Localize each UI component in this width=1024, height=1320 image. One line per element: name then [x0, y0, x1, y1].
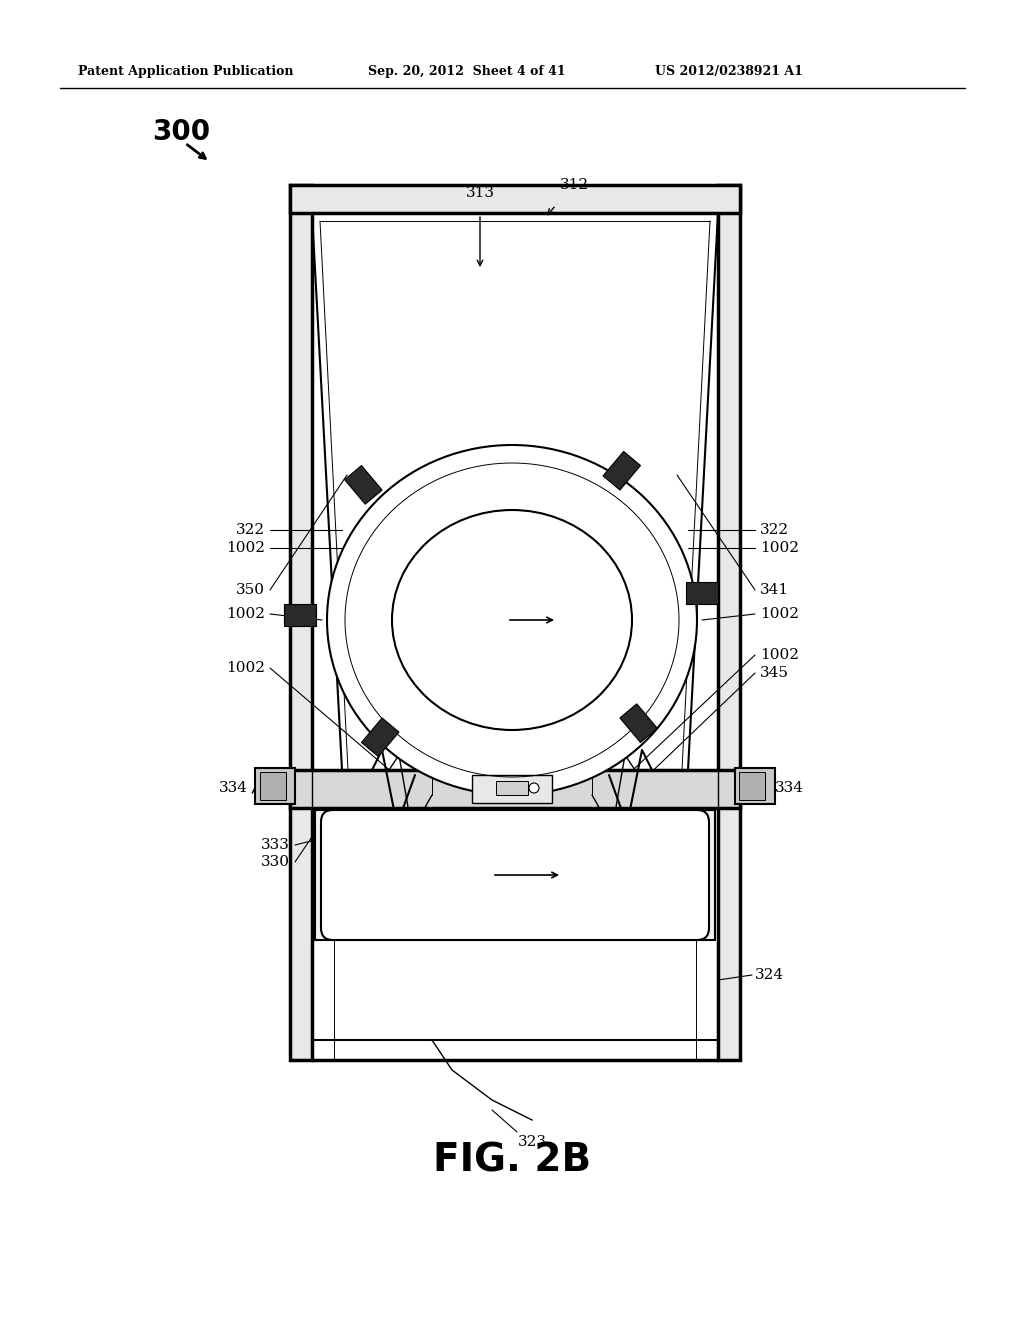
Text: 345: 345: [760, 667, 790, 680]
Text: 330: 330: [261, 855, 290, 869]
Text: 341: 341: [760, 583, 790, 597]
Text: FIG. 2B: FIG. 2B: [433, 1140, 591, 1179]
Bar: [284, 605, 316, 626]
Bar: [290, 770, 740, 808]
Bar: [345, 466, 382, 504]
Bar: [361, 718, 399, 756]
Text: 334: 334: [219, 781, 248, 795]
Circle shape: [529, 783, 539, 793]
Text: 312: 312: [560, 178, 589, 191]
Text: 1002: 1002: [226, 661, 265, 675]
Text: 1002: 1002: [760, 541, 799, 554]
Text: 1002: 1002: [226, 607, 265, 620]
Bar: [735, 768, 775, 804]
Bar: [472, 775, 552, 803]
Bar: [603, 451, 640, 490]
Bar: [739, 772, 765, 800]
Text: 323: 323: [517, 1135, 547, 1148]
Text: 324: 324: [755, 968, 784, 982]
Bar: [255, 768, 295, 804]
Text: 322: 322: [760, 523, 790, 537]
Text: Sep. 20, 2012  Sheet 4 of 41: Sep. 20, 2012 Sheet 4 of 41: [368, 66, 565, 78]
Text: 334: 334: [775, 781, 804, 795]
Text: US 2012/0238921 A1: US 2012/0238921 A1: [655, 66, 803, 78]
Text: 1002: 1002: [226, 541, 265, 554]
Bar: [686, 582, 718, 605]
Ellipse shape: [327, 445, 697, 795]
Text: 1002: 1002: [760, 648, 799, 663]
Text: 1002: 1002: [760, 607, 799, 620]
Text: 350: 350: [236, 583, 265, 597]
Text: Patent Application Publication: Patent Application Publication: [78, 66, 294, 78]
Text: 333: 333: [261, 838, 290, 851]
Text: 300: 300: [152, 117, 210, 147]
Bar: [290, 185, 740, 213]
Bar: [260, 772, 286, 800]
Bar: [315, 810, 715, 940]
Bar: [496, 781, 528, 795]
Text: 313: 313: [466, 186, 495, 201]
FancyBboxPatch shape: [321, 810, 709, 940]
Text: 322: 322: [236, 523, 265, 537]
Bar: [290, 185, 312, 1060]
Bar: [718, 185, 740, 1060]
Ellipse shape: [392, 510, 632, 730]
Bar: [620, 704, 657, 742]
